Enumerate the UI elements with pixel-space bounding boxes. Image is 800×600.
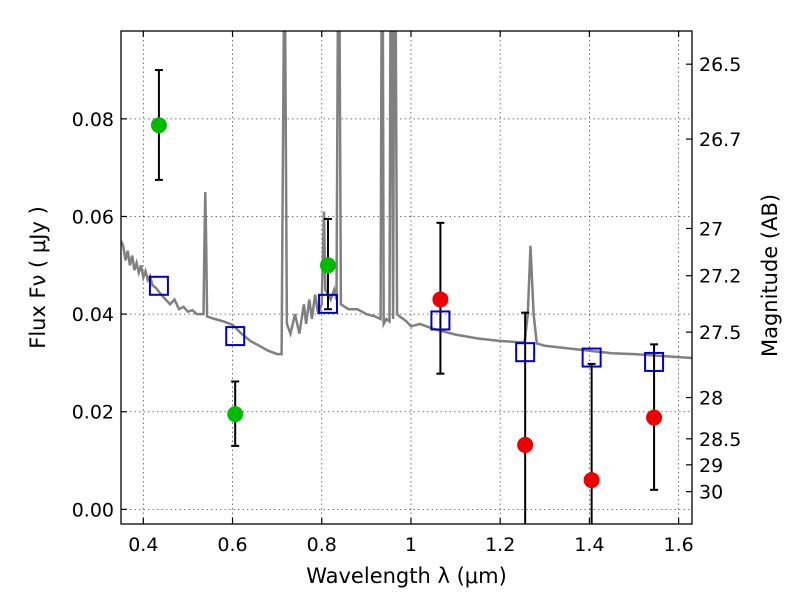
x-tick-label: 1.2 xyxy=(485,534,515,556)
x-tick-label: 1 xyxy=(405,534,417,556)
error-bars xyxy=(154,69,659,524)
model-point xyxy=(644,351,665,372)
y-tick-label: 0.02 xyxy=(72,402,114,424)
red-data-point xyxy=(646,409,663,426)
errorbar xyxy=(587,362,596,524)
y-tick-label: 0.04 xyxy=(72,304,114,326)
observed-photometry xyxy=(150,117,663,489)
errorbar xyxy=(521,311,530,524)
red-data-point xyxy=(583,472,600,489)
y2-tick-label: 26.5 xyxy=(699,54,741,76)
y2-tick-label: 28 xyxy=(699,388,723,410)
y-tick-label: 0.06 xyxy=(72,206,114,228)
y2-tick-label: 27.2 xyxy=(699,266,741,288)
y2-tick-label: 26.7 xyxy=(699,129,741,151)
y2-tick-label: 29 xyxy=(699,455,723,477)
x-tick-label: 0.4 xyxy=(128,534,158,556)
model-spectrum xyxy=(121,31,692,360)
y2-tick-label: 27 xyxy=(699,218,723,240)
x-tick-label: 1.6 xyxy=(664,534,694,556)
x-axis-label: Wavelength λ (μm) xyxy=(306,564,507,588)
model-photometry xyxy=(148,275,665,372)
model-point xyxy=(430,310,451,331)
red-data-point xyxy=(517,436,534,453)
model-point xyxy=(317,293,338,314)
model-point xyxy=(581,347,602,368)
spectrum-line xyxy=(121,31,692,360)
model-point xyxy=(225,326,246,347)
y-tick-label: 0.08 xyxy=(72,109,114,131)
x-tick-label: 0.8 xyxy=(307,534,337,556)
y2-tick-label: 30 xyxy=(699,482,723,504)
green-data-point xyxy=(227,406,244,423)
y2-tick-label: 27.5 xyxy=(699,322,741,344)
grid xyxy=(121,31,692,524)
y-axis-label: Flux Fν ( μJy ) xyxy=(26,206,50,349)
red-data-point xyxy=(432,291,449,308)
green-data-point xyxy=(150,117,167,134)
x-tick-label: 0.6 xyxy=(217,534,247,556)
ticks: 0.4 0.6 0.8 1 1.2 1.4 1.6 0.00 0.02 0.04 0.06 0.08 2… xyxy=(72,31,741,556)
y-tick-label: 0.00 xyxy=(72,499,114,521)
green-data-point xyxy=(319,257,336,274)
plot-frame xyxy=(120,30,693,525)
x-tick-label: 1.4 xyxy=(574,534,604,556)
y2-axis-label: Magnitude (AB) xyxy=(758,194,782,357)
y2-tick-label: 28.5 xyxy=(699,429,741,451)
model-point xyxy=(148,275,169,296)
model-point xyxy=(515,342,536,363)
